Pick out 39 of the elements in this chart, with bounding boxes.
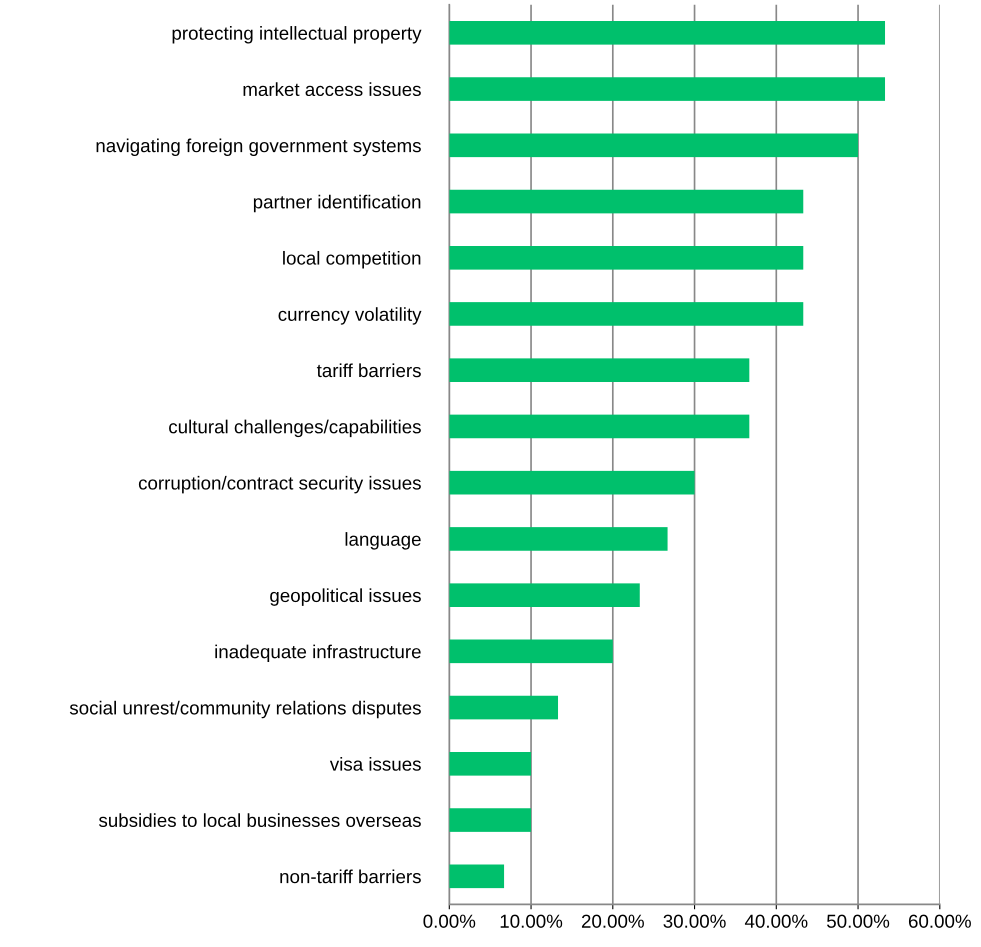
bar bbox=[449, 527, 668, 551]
y-tick-label: social unrest/community relations disputes bbox=[70, 700, 421, 718]
bar bbox=[449, 302, 804, 326]
bar bbox=[449, 358, 750, 382]
x-tick-label: 60.00% bbox=[908, 914, 971, 928]
bar bbox=[449, 133, 858, 158]
y-tick-label: cultural challenges/capabilities bbox=[169, 420, 421, 438]
bar bbox=[449, 808, 532, 832]
bar bbox=[449, 640, 613, 664]
bar bbox=[449, 696, 558, 720]
y-tick-label: partner identification bbox=[254, 194, 420, 212]
x-tick-label: 30.00% bbox=[663, 914, 726, 928]
y-tick-label: navigating foreign government systems bbox=[96, 138, 421, 156]
y-tick-label: non-tariff barriers bbox=[280, 869, 421, 884]
y-tick-label: protecting intellectual property bbox=[172, 26, 422, 44]
bar bbox=[449, 864, 504, 888]
x-tick-label: 10.00% bbox=[500, 914, 562, 928]
bar bbox=[449, 583, 640, 607]
y-tick-label: inadequate infrastructure bbox=[215, 644, 421, 662]
x-tick-label: 20.00% bbox=[582, 914, 644, 928]
y-tick-label: language bbox=[346, 532, 421, 550]
x-tick-label: 40.00% bbox=[744, 914, 808, 928]
y-tick-label: subsidies to local businesses overseas bbox=[98, 813, 421, 828]
y-tick-label: corruption/contract security issues bbox=[138, 476, 421, 494]
x-tick-label: 50.00% bbox=[827, 914, 890, 928]
bar bbox=[449, 77, 886, 101]
y-tick-label: currency volatility bbox=[278, 307, 422, 325]
bar bbox=[449, 470, 695, 494]
bar bbox=[449, 414, 750, 438]
y-tick-label: local competition bbox=[283, 250, 420, 268]
bar bbox=[449, 190, 804, 214]
bar bbox=[449, 246, 804, 270]
y-tick-label: market access issues bbox=[244, 82, 421, 96]
x-tick-label: 0.00% bbox=[423, 914, 476, 928]
y-tick-label: tariff barriers bbox=[316, 363, 421, 378]
bar bbox=[449, 752, 532, 776]
bar bbox=[449, 21, 886, 45]
y-tick-label: geopolitical issues bbox=[270, 588, 421, 606]
y-tick-label: visa issues bbox=[330, 757, 421, 771]
